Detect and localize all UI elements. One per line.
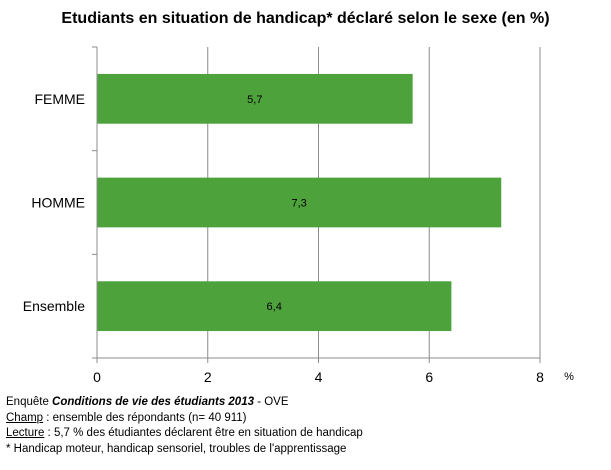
x-unit-label: % — [564, 371, 574, 383]
category-label: HOMME — [31, 195, 85, 211]
category-label: Ensemble — [23, 298, 85, 314]
bar-homme — [97, 177, 502, 228]
axes — [92, 46, 541, 363]
reading-note: Lecture : 5,7 % des étudiantes déclarent… — [6, 427, 363, 439]
source-note: Enquête Conditions de vie des étudiants … — [6, 396, 289, 408]
data-label: 5,7 — [247, 94, 262, 106]
x-tick-label: 4 — [315, 369, 323, 385]
bars — [97, 73, 502, 332]
footnote: * Handicap moteur, handicap sensoriel, t… — [6, 442, 347, 455]
data-label: 6,4 — [267, 301, 282, 313]
labels: 0 2 4 6 8 % 5,7 FEMME 7,3 HOMME 6,4 Ensemble — [23, 91, 574, 385]
x-tick-label: 8 — [536, 369, 544, 385]
scope-note: Champ : ensemble des répondants (n= 40 9… — [6, 411, 247, 424]
chart-title: Etudiants en situation de handicap* décl… — [61, 10, 550, 27]
chart-notes: Enquête Conditions de vie des étudiants … — [6, 395, 363, 457]
category-label: FEMME — [34, 91, 85, 107]
x-tick-label: 2 — [204, 369, 212, 385]
bar-ensemble — [97, 281, 452, 332]
bar-chart: 0 2 4 6 8 % 5,7 FEMME 7,3 HOMME 6,4 Ensemble — [23, 46, 574, 385]
bar-femme — [97, 73, 413, 124]
x-tick-label: 6 — [425, 369, 433, 385]
x-tick-label: 0 — [93, 369, 101, 385]
data-label: 7,3 — [291, 198, 306, 210]
